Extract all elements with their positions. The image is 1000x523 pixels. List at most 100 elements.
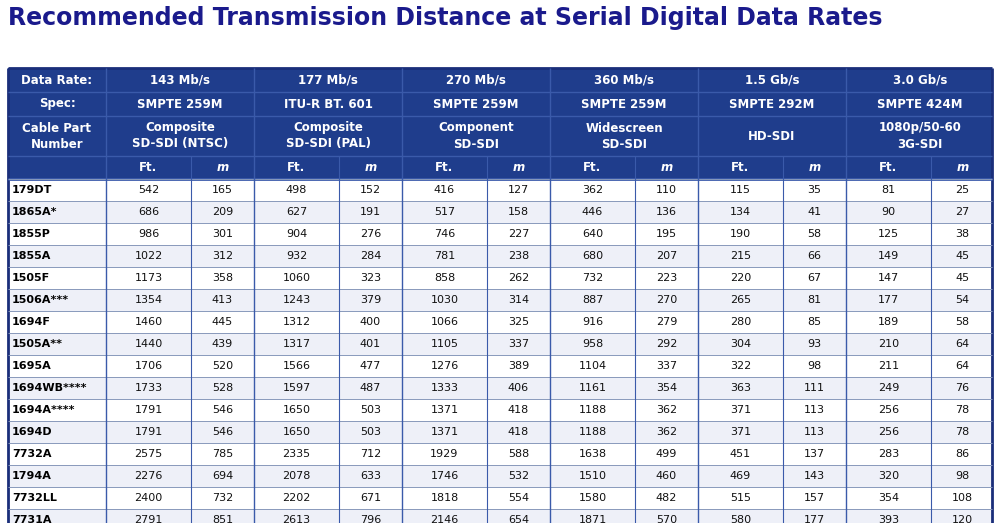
Text: 2613: 2613 [282,515,311,523]
Text: 262: 262 [508,273,529,283]
Bar [8,92,992,116]
Text: Recommended Transmission Distance at Serial Digital Data Rates: Recommended Transmission Distance at Ser… [8,6,883,30]
Text: 113: 113 [804,405,825,415]
Text: 1695A: 1695A [12,361,52,371]
Text: 280: 280 [730,317,751,327]
Bar [8,267,992,289]
Text: 1161: 1161 [578,383,606,393]
Text: 418: 418 [508,427,529,437]
Bar [8,289,992,311]
Text: 439: 439 [212,339,233,349]
Bar [8,421,992,443]
Text: 301: 301 [212,229,233,239]
Text: 125: 125 [878,229,899,239]
Text: 2335: 2335 [282,449,311,459]
Text: 1105: 1105 [430,339,458,349]
Text: 265: 265 [730,295,751,305]
Text: 1855P: 1855P [12,229,51,239]
Bar [8,311,992,333]
Bar [8,223,992,245]
Text: 671: 671 [360,493,381,503]
Bar [8,487,992,509]
Text: 90: 90 [881,207,896,217]
Text: 1694A****: 1694A**** [12,405,76,415]
Text: 1746: 1746 [430,471,459,481]
Text: Ft.: Ft. [287,161,306,174]
Text: Ft.: Ft. [879,161,898,174]
Text: m: m [808,161,821,174]
Text: Ft.: Ft. [139,161,158,174]
Text: 220: 220 [730,273,751,283]
Text: 93: 93 [807,339,822,349]
Text: 499: 499 [656,449,677,459]
Text: 320: 320 [878,471,899,481]
Bar [8,116,992,156]
Text: 215: 215 [730,251,751,261]
Bar [8,465,992,487]
Text: 1188: 1188 [578,405,607,415]
Text: 503: 503 [360,427,381,437]
Text: Composite
SD-SDI (PAL): Composite SD-SDI (PAL) [286,121,370,151]
Text: 120: 120 [952,515,973,523]
Text: 371: 371 [730,405,751,415]
Text: 134: 134 [730,207,751,217]
Text: 58: 58 [955,317,970,327]
Bar [8,201,992,223]
Bar [8,355,992,377]
Text: 45: 45 [955,251,970,261]
Text: 379: 379 [360,295,381,305]
Text: 1791: 1791 [134,427,163,437]
Text: 1080p/50-60
3G-SDI: 1080p/50-60 3G-SDI [879,121,961,151]
Text: 1030: 1030 [430,295,458,305]
Text: 143: 143 [804,471,825,481]
Text: 916: 916 [582,317,603,327]
Text: 446: 446 [582,207,603,217]
Text: 362: 362 [656,427,677,437]
Text: 209: 209 [212,207,233,217]
Text: 354: 354 [878,493,899,503]
Text: 732: 732 [582,273,603,283]
Text: 1371: 1371 [430,427,459,437]
Text: 360 Mb/s: 360 Mb/s [594,74,654,86]
Text: 1505A**: 1505A** [12,339,63,349]
Text: 482: 482 [656,493,677,503]
Text: 110: 110 [656,185,677,195]
Text: 147: 147 [878,273,899,283]
Text: 554: 554 [508,493,529,503]
Text: 279: 279 [656,317,677,327]
Text: 1.5 Gb/s: 1.5 Gb/s [745,74,799,86]
Text: 362: 362 [582,185,603,195]
Text: 445: 445 [212,317,233,327]
Text: 532: 532 [508,471,529,481]
Text: 354: 354 [656,383,677,393]
Text: 2276: 2276 [134,471,163,481]
Text: 312: 312 [212,251,233,261]
Text: 81: 81 [807,295,822,305]
Text: 2078: 2078 [282,471,311,481]
Text: 393: 393 [878,515,899,523]
Text: 322: 322 [730,361,751,371]
Text: 149: 149 [878,251,899,261]
Text: 851: 851 [212,515,233,523]
Text: 179DT: 179DT [12,185,52,195]
Text: 115: 115 [730,185,751,195]
Text: 1066: 1066 [430,317,458,327]
Text: 314: 314 [508,295,529,305]
Text: 389: 389 [508,361,529,371]
Text: 503: 503 [360,405,381,415]
Text: 249: 249 [878,383,899,393]
Text: 38: 38 [955,229,970,239]
Text: 418: 418 [508,405,529,415]
Bar [8,68,992,92]
Text: 337: 337 [656,361,677,371]
Text: 520: 520 [212,361,233,371]
Text: 498: 498 [286,185,307,195]
Text: 460: 460 [656,471,677,481]
Text: Ft.: Ft. [583,161,602,174]
Text: 1855A: 1855A [12,251,51,261]
Text: 165: 165 [212,185,233,195]
Text: 580: 580 [730,515,751,523]
Text: 358: 358 [212,273,233,283]
Text: 85: 85 [807,317,822,327]
Bar [8,509,992,523]
